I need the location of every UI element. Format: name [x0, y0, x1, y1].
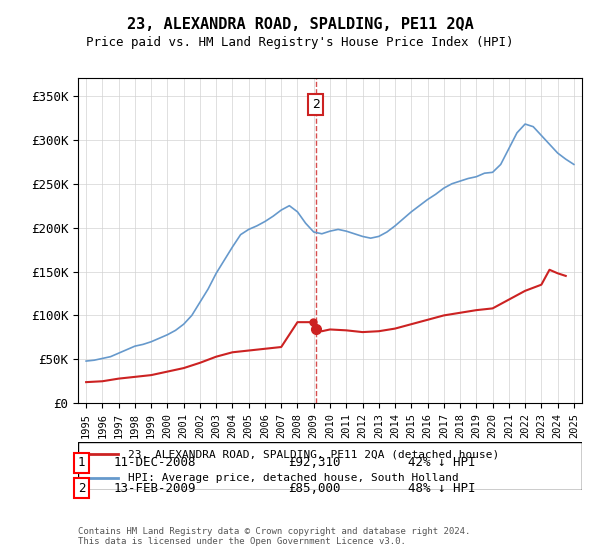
Text: 13-FEB-2009: 13-FEB-2009 [114, 482, 197, 494]
FancyBboxPatch shape [78, 442, 582, 490]
Text: £85,000: £85,000 [288, 482, 341, 494]
Text: Contains HM Land Registry data © Crown copyright and database right 2024.
This d: Contains HM Land Registry data © Crown c… [78, 526, 470, 546]
Text: 1: 1 [78, 456, 86, 469]
Text: 23, ALEXANDRA ROAD, SPALDING, PE11 2QA (detached house): 23, ALEXANDRA ROAD, SPALDING, PE11 2QA (… [128, 449, 500, 459]
Text: 11-DEC-2008: 11-DEC-2008 [114, 456, 197, 469]
Text: 42% ↓ HPI: 42% ↓ HPI [408, 456, 476, 469]
Text: 48% ↓ HPI: 48% ↓ HPI [408, 482, 476, 494]
Text: Price paid vs. HM Land Registry's House Price Index (HPI): Price paid vs. HM Land Registry's House … [86, 36, 514, 49]
Text: 2: 2 [312, 98, 320, 111]
Text: HPI: Average price, detached house, South Holland: HPI: Average price, detached house, Sout… [128, 473, 459, 483]
Text: 23, ALEXANDRA ROAD, SPALDING, PE11 2QA: 23, ALEXANDRA ROAD, SPALDING, PE11 2QA [127, 17, 473, 32]
Text: £92,310: £92,310 [288, 456, 341, 469]
Text: 2: 2 [78, 482, 86, 494]
